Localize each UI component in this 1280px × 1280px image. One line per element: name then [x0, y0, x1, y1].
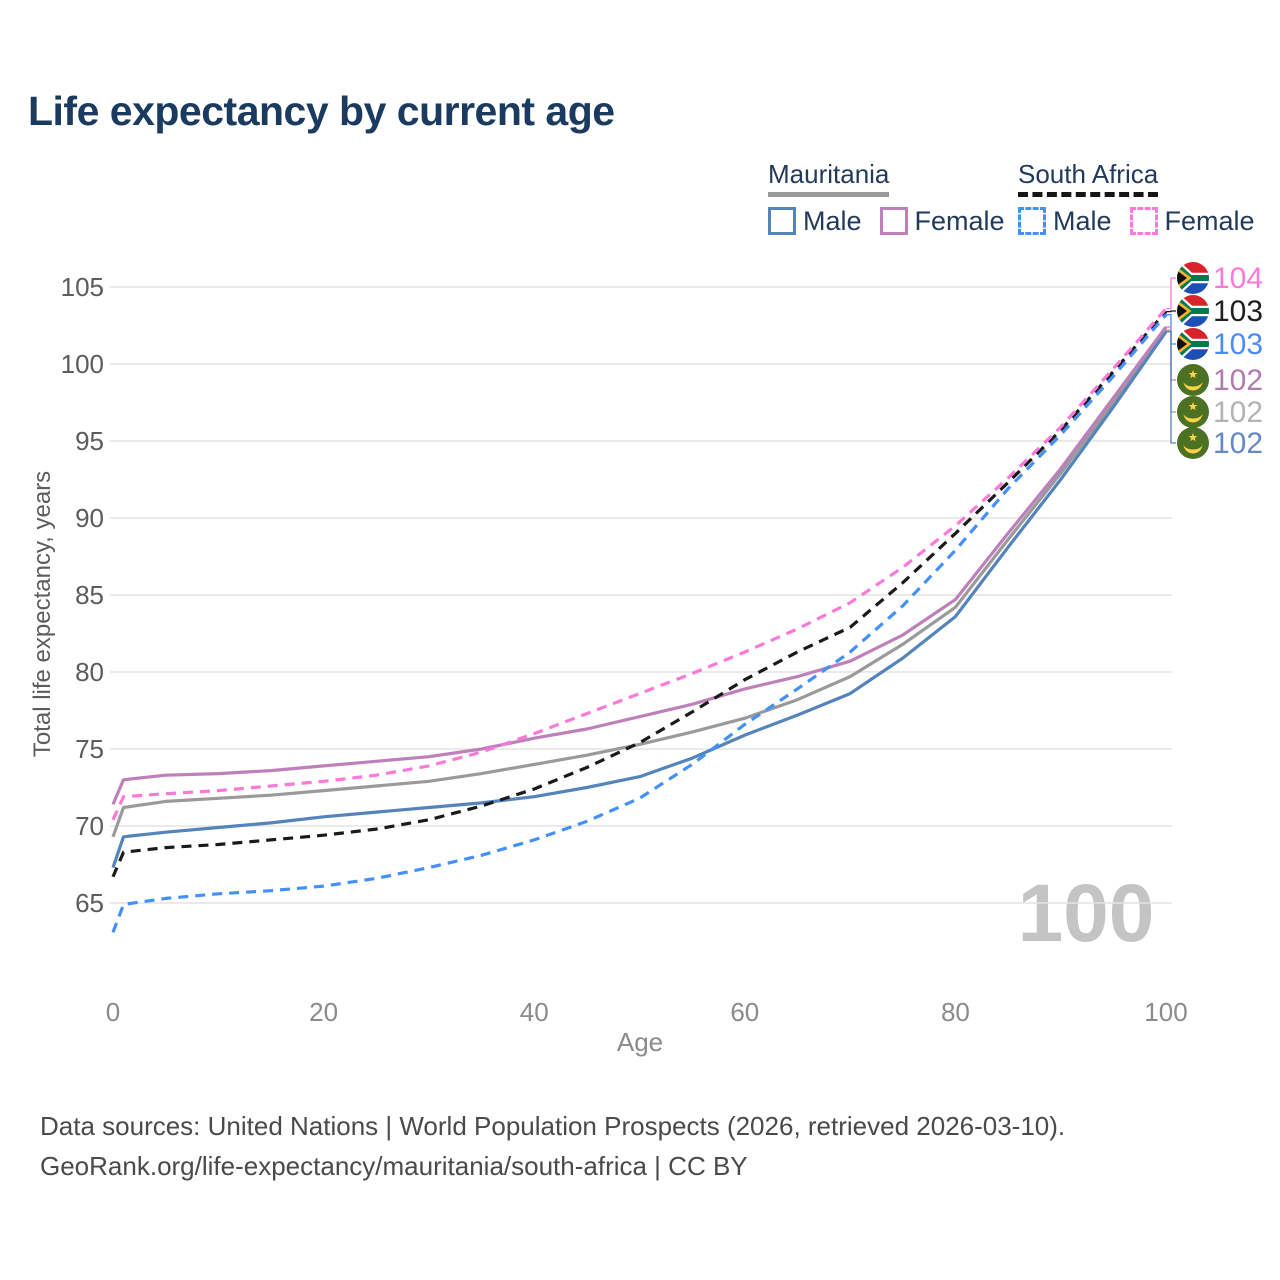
legend-swatch-mauritania-female[interactable] — [879, 207, 908, 236]
line-mauritania — [111, 329, 1168, 838]
y-tick-label-80: 80 — [75, 657, 104, 687]
end-label-south-africa-male: 103 — [1213, 328, 1263, 361]
georank-url-text: GeoRank.org/life-expectancy/mauritania/s… — [40, 1151, 748, 1181]
y-tick-label-85: 85 — [75, 580, 104, 610]
chart-footer: Data sources: United Nations | World Pop… — [40, 1106, 1065, 1186]
legend-header-mauritania: Mauritania — [768, 160, 890, 197]
x-tick-label-0: 0 — [106, 997, 120, 1027]
legend-group-mauritania: Mauritania Male Female — [768, 160, 1023, 237]
south-africa-flag-icon — [1177, 328, 1209, 360]
line-mauritania-male — [111, 330, 1168, 869]
mauritania-flag-icon — [1177, 427, 1209, 459]
x-tick-label-60: 60 — [730, 997, 759, 1027]
x-tick-label-100: 100 — [1144, 997, 1187, 1027]
south-africa-flag-icon — [1177, 295, 1209, 327]
y-tick-label-100: 100 — [61, 349, 104, 379]
y-axis-title: Total life expectancy, years — [29, 471, 56, 757]
end-label-mauritania-female: 102 — [1213, 364, 1263, 397]
x-tick-label-80: 80 — [941, 997, 970, 1027]
y-tick-label-95: 95 — [75, 426, 104, 456]
data-sources-text: Data sources: United Nations | World Pop… — [40, 1111, 1066, 1141]
y-tick-label-70: 70 — [75, 811, 104, 841]
x-tick-label-20: 20 — [309, 997, 338, 1027]
south-africa-flag-icon — [1177, 262, 1209, 294]
end-label-south-africa: 103 — [1213, 295, 1263, 328]
y-tick-label-90: 90 — [75, 503, 104, 533]
x-axis-title: Age — [617, 1027, 663, 1057]
legend-label-mauritania-female[interactable]: Female — [914, 205, 1005, 236]
line-south-africa-male — [111, 313, 1168, 933]
y-tick-label-65: 65 — [75, 888, 104, 918]
leader-line-mauritania-male — [1166, 331, 1176, 444]
mauritania-flag-icon — [1177, 396, 1209, 428]
legend-label-south-africa-female[interactable]: Female — [1164, 205, 1255, 236]
legend-header-south-africa: South Africa — [1018, 160, 1159, 197]
leader-line-south-africa-female — [1166, 277, 1176, 310]
leader-line-south-africa — [1166, 310, 1176, 313]
legend-group-south-africa: South Africa Male Female — [1018, 160, 1273, 237]
end-label-mauritania: 102 — [1213, 396, 1263, 429]
legend-swatch-south-africa-female[interactable] — [1129, 207, 1158, 236]
page-title: Life expectancy by current age — [28, 88, 615, 134]
y-tick-label-105: 105 — [61, 272, 104, 302]
x-tick-label-40: 40 — [520, 997, 549, 1027]
line-mauritania-female — [111, 326, 1168, 806]
y-tick-label-75: 75 — [75, 734, 104, 764]
legend-label-mauritania-male[interactable]: Male — [803, 205, 862, 236]
watermark-100: 100 — [1018, 868, 1155, 959]
line-south-africa-female — [111, 307, 1168, 821]
legend-swatch-mauritania-male[interactable] — [768, 207, 796, 236]
mauritania-flag-icon — [1177, 364, 1209, 396]
end-label-mauritania-male: 102 — [1213, 427, 1263, 460]
end-label-south-africa-female: 104 — [1213, 262, 1263, 295]
legend-swatch-south-africa-male[interactable] — [1018, 207, 1046, 236]
legend-label-south-africa-male[interactable]: Male — [1053, 205, 1112, 236]
line-south-africa — [111, 310, 1168, 878]
